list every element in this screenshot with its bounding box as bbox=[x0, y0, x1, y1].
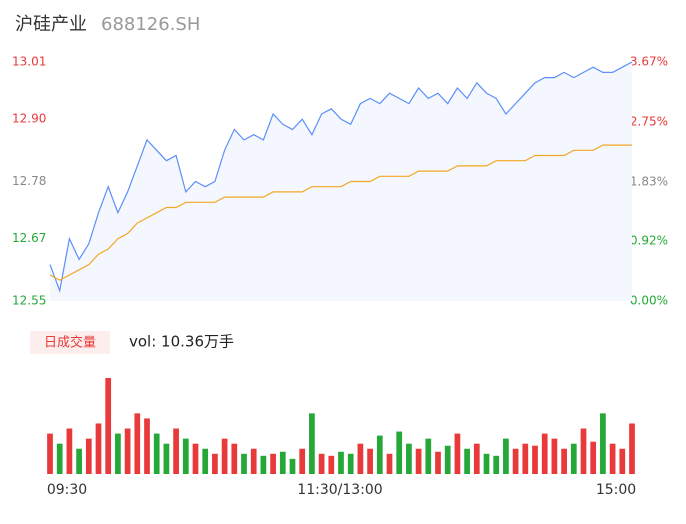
volume-bar bbox=[115, 433, 121, 474]
price-area bbox=[50, 62, 632, 301]
volume-bar bbox=[512, 448, 519, 474]
volume-bar bbox=[212, 453, 218, 474]
volume-bar bbox=[347, 453, 354, 474]
x-tick-label: 09:30 bbox=[47, 482, 87, 498]
volume-bar bbox=[173, 428, 179, 474]
volume-bar bbox=[386, 453, 393, 474]
y2-tick-label: 1.83% bbox=[630, 174, 668, 188]
volume-bar bbox=[260, 455, 267, 474]
volume-bar bbox=[580, 428, 587, 474]
volume-bar bbox=[406, 443, 412, 474]
volume-bar bbox=[629, 423, 635, 474]
volume-bar bbox=[192, 443, 199, 474]
volume-bar bbox=[202, 448, 209, 474]
chart-subtitle: 688126.SH bbox=[101, 14, 200, 35]
price-line bbox=[49, 61, 633, 293]
x-tick-label: 11:30/13:00 bbox=[297, 482, 382, 498]
volume-bar bbox=[134, 413, 141, 474]
volume-bar bbox=[493, 455, 500, 474]
volume-title: 日成交量 bbox=[44, 335, 96, 351]
volume-bar bbox=[56, 443, 63, 474]
y2-tick-label: 0.92% bbox=[630, 234, 668, 248]
x-tick-label: 15:00 bbox=[596, 482, 636, 498]
volume-bar bbox=[153, 433, 160, 474]
volume-bar bbox=[464, 448, 470, 474]
volume-bar bbox=[279, 451, 286, 474]
volume-bar bbox=[551, 438, 558, 474]
volume-title-bg bbox=[30, 331, 110, 354]
volume-label: vol: 10.36万手 bbox=[129, 333, 234, 351]
volume-bar bbox=[473, 443, 480, 474]
volume-bar bbox=[85, 438, 92, 474]
volume-bar bbox=[270, 453, 276, 474]
volume-bar bbox=[105, 378, 112, 474]
volume-bar bbox=[570, 443, 577, 474]
volume-bar bbox=[376, 435, 383, 474]
volume-bar bbox=[241, 453, 247, 474]
volume-bar bbox=[182, 438, 189, 474]
volume-bar bbox=[444, 445, 451, 474]
average-line bbox=[49, 144, 632, 281]
volume-bar bbox=[483, 453, 490, 474]
volume-bar bbox=[619, 448, 626, 474]
volume-bar bbox=[425, 438, 432, 474]
volume-bar bbox=[163, 443, 170, 474]
volume-bar bbox=[454, 433, 461, 474]
volume-bar bbox=[338, 451, 344, 474]
volume-bar bbox=[367, 448, 373, 474]
y-tick-label: 12.78 bbox=[12, 174, 46, 188]
y-tick-label: 12.55 bbox=[12, 294, 46, 308]
volume-bar bbox=[522, 443, 529, 474]
volume-bar bbox=[357, 443, 364, 474]
volume-bar bbox=[95, 423, 102, 474]
y2-tick-label: 2.75% bbox=[630, 114, 668, 128]
volume-bar bbox=[47, 433, 53, 474]
volume-bar bbox=[124, 428, 131, 474]
y-tick-label: 12.90 bbox=[12, 112, 46, 126]
volume-bar bbox=[318, 453, 325, 474]
volume-bar bbox=[289, 458, 296, 474]
volume-bar bbox=[590, 441, 597, 474]
y2-tick-label: 3.67% bbox=[630, 55, 668, 69]
volume-bar bbox=[221, 438, 228, 474]
volume-bar bbox=[600, 413, 606, 474]
volume-bar bbox=[415, 448, 422, 474]
volume-bar bbox=[609, 443, 616, 474]
volume-bar bbox=[503, 438, 509, 474]
volume-bar bbox=[435, 451, 441, 474]
volume-bar bbox=[144, 418, 150, 474]
volume-bar bbox=[561, 448, 567, 474]
chart-title: 沪硅产业 bbox=[15, 14, 87, 35]
volume-bar bbox=[532, 445, 538, 474]
y-tick-label: 13.01 bbox=[12, 55, 46, 69]
volume-bar bbox=[66, 428, 73, 474]
volume-bar bbox=[396, 431, 403, 474]
volume-bar bbox=[541, 433, 548, 474]
volume-bar bbox=[328, 455, 335, 474]
volume-bar bbox=[309, 413, 315, 474]
volume-bar bbox=[250, 448, 257, 474]
volume-bar bbox=[76, 448, 82, 474]
y2-tick-label: 0.00% bbox=[630, 294, 668, 308]
y-tick-label: 12.67 bbox=[12, 231, 46, 245]
volume-bar bbox=[299, 448, 306, 474]
volume-bar bbox=[231, 443, 238, 474]
